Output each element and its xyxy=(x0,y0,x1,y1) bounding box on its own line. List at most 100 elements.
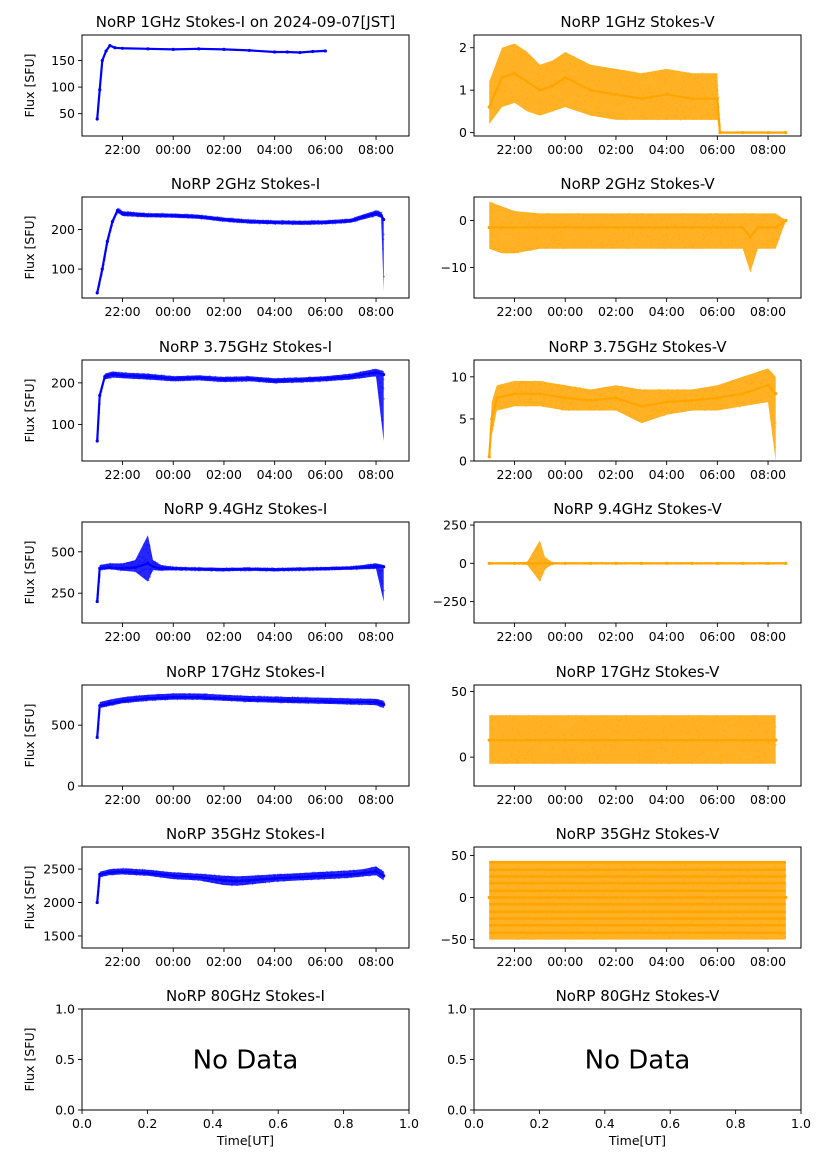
data-point xyxy=(715,738,719,742)
chart-title: NoRP 9.4GHz Stokes-V xyxy=(553,500,722,518)
x-tick-label: 22:00 xyxy=(105,792,141,807)
x-tick-label: 00:00 xyxy=(547,467,583,482)
data-point xyxy=(146,696,150,700)
y-tick-label: 0 xyxy=(459,125,467,140)
data-point xyxy=(487,225,491,230)
data-point xyxy=(247,219,251,224)
data-point xyxy=(146,871,150,875)
data-point xyxy=(298,50,302,55)
data-point xyxy=(222,696,226,700)
chart-title: NoRP 3.75GHz Stokes-I xyxy=(159,338,332,356)
data-point xyxy=(311,49,315,54)
x-tick-label: 08:00 xyxy=(358,467,394,482)
axes-frame xyxy=(81,196,410,299)
data-point xyxy=(374,700,378,704)
x-tick-label: 08:00 xyxy=(358,629,394,644)
data-point xyxy=(120,699,125,703)
data-point xyxy=(639,738,643,742)
data-point xyxy=(512,561,517,565)
data-point xyxy=(222,217,226,222)
axes-frame xyxy=(81,359,410,462)
data-layer xyxy=(95,692,386,739)
y-tick-label: 0 xyxy=(67,779,75,794)
chart-title: NoRP 80GHz Stokes-I xyxy=(166,987,325,1005)
data-point xyxy=(766,561,770,565)
data-point xyxy=(639,561,643,565)
data-point xyxy=(538,88,542,92)
data-point xyxy=(538,738,542,742)
data-point xyxy=(665,561,669,565)
data-point xyxy=(512,895,517,900)
data-point xyxy=(247,698,251,702)
data-point xyxy=(103,375,107,379)
data-point xyxy=(748,235,752,239)
data-point xyxy=(715,895,719,900)
data-point xyxy=(108,565,112,570)
data-point xyxy=(222,47,226,51)
data-point xyxy=(120,870,125,874)
data-point xyxy=(382,702,386,707)
x-tick-label: 22:00 xyxy=(105,304,141,319)
data-point xyxy=(614,225,618,230)
axes-frame xyxy=(81,684,410,787)
data-layer xyxy=(95,535,386,604)
x-tick-label: 02:00 xyxy=(206,304,242,319)
x-tick-label: 00:00 xyxy=(155,304,191,319)
data-point xyxy=(222,377,226,382)
y-tick-label: 100 xyxy=(51,262,75,277)
data-point xyxy=(690,561,694,565)
data-point xyxy=(500,75,504,80)
chart-panel-8: NoRP 17GHz Stokes-I 22:00 00:00 02:00 04:00 0… xyxy=(22,663,410,807)
data-point xyxy=(95,117,99,121)
x-tick-label: 06:00 xyxy=(307,954,343,969)
x-tick-label: 00:00 xyxy=(547,954,583,969)
data-point xyxy=(298,567,302,571)
data-point xyxy=(146,213,150,217)
chart-panel-11: NoRP 35GHz Stokes-V 22:00 00:00 02:00 04:00 0… xyxy=(441,825,802,969)
data-point xyxy=(500,225,504,230)
data-point xyxy=(171,567,175,571)
x-tick-label: 06:00 xyxy=(307,304,343,319)
x-tick-label: 08:00 xyxy=(358,304,394,319)
data-point xyxy=(774,738,778,742)
series-line xyxy=(96,371,384,442)
x-tick-label: 08:00 xyxy=(750,467,786,482)
y-tick-label: 2 xyxy=(459,40,467,55)
data-point xyxy=(784,131,788,135)
data-point xyxy=(487,895,491,900)
data-point xyxy=(115,208,120,213)
data-point xyxy=(273,698,277,702)
x-tick-label: 22:00 xyxy=(105,467,141,482)
data-point xyxy=(563,75,567,80)
x-tick-label: 0.4 xyxy=(595,1116,615,1131)
x-tick-label: 06:00 xyxy=(699,954,735,969)
y-tick-label: 150 xyxy=(51,53,75,68)
y-axis-label: Flux [SFU] xyxy=(22,541,37,605)
y-tick-label: 0 xyxy=(459,556,467,571)
x-tick-label: 04:00 xyxy=(649,467,685,482)
y-tick-label: −10 xyxy=(441,260,467,275)
x-axis-label: Time[UT] xyxy=(608,1133,666,1148)
data-point xyxy=(222,878,226,883)
data-point xyxy=(95,439,99,443)
y-tick-label: 10 xyxy=(451,369,467,384)
data-point xyxy=(741,392,745,396)
x-tick-label: 0.6 xyxy=(268,1116,288,1131)
x-tick-label: 02:00 xyxy=(598,304,634,319)
data-point xyxy=(715,561,719,565)
x-tick-label: 00:00 xyxy=(547,142,583,157)
chart-panel-0: NoRP 1GHz Stokes-I on 2024-09-07[JST] 22:… xyxy=(22,13,410,157)
data-point xyxy=(589,561,593,565)
data-point xyxy=(158,566,163,570)
x-tick-label: 22:00 xyxy=(497,142,533,157)
x-tick-label: 02:00 xyxy=(206,629,242,644)
data-point xyxy=(614,92,618,97)
y-tick-label: 200 xyxy=(51,375,75,390)
data-point xyxy=(766,383,770,387)
data-point xyxy=(98,88,102,92)
data-point xyxy=(690,738,694,742)
data-layer xyxy=(487,201,788,273)
x-tick-label: 06:00 xyxy=(307,467,343,482)
x-tick-label: 0.2 xyxy=(137,1116,157,1131)
